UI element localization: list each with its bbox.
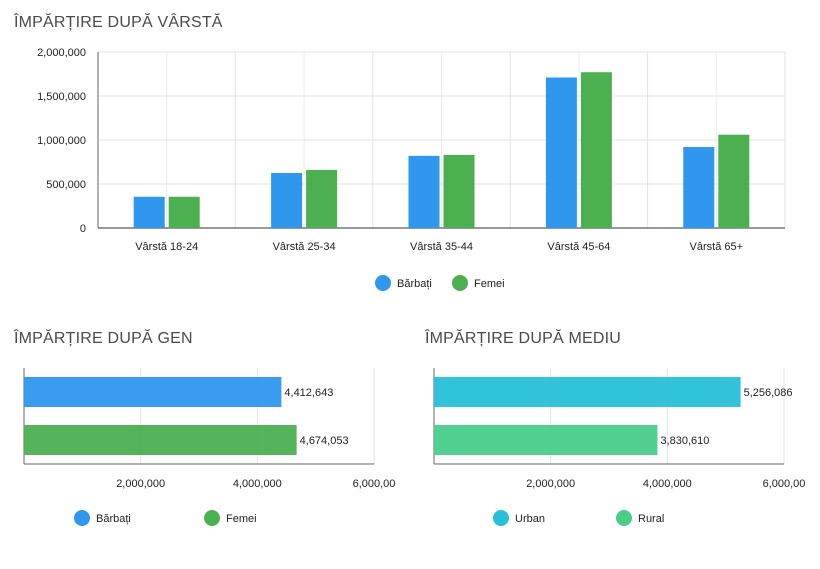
data-label: 4,674,053 [300,435,349,447]
legend-marker-rural[interactable] [616,510,632,526]
legend-label[interactable]: Bărbați [397,278,432,290]
legend-marker-femei[interactable] [452,275,468,291]
y-tick-label: 2,000,000 [37,47,86,59]
bar-femei-varsta-25-34[interactable] [306,169,338,228]
bar-urban[interactable] [434,377,741,407]
legend-label[interactable]: Femei [226,513,257,525]
y-tick-label: 1,000,000 [37,135,86,147]
x-tick-label: Vârstă 45-64 [547,241,610,253]
legend-marker-barbati[interactable] [74,510,90,526]
bar-barbati-varsta-25-34[interactable] [271,173,303,228]
bar-femei[interactable] [24,425,297,455]
gender-chart-title: ÎMPĂRȚIRE DUPĂ GEN [14,330,193,347]
y-tick-label: 1,500,000 [37,91,86,103]
bar-barbati[interactable] [24,377,282,407]
x-tick-label: 4,000,000 [233,478,282,490]
y-tick-label: 0 [80,223,86,235]
bar-barbati-varsta-65[interactable] [683,147,715,228]
x-tick-label: 2,000,000 [526,478,575,490]
data-label: 5,256,086 [744,387,793,399]
bar-rural[interactable] [434,425,658,455]
y-tick-label: 500,000 [46,179,86,191]
x-tick-label: 6,000,00 [763,478,806,490]
x-tick-label: Vârstă 65+ [690,241,744,253]
legend-label[interactable]: Femei [474,278,505,290]
age-chart-title: ÎMPĂRȚIRE DUPĂ VÂRSTĂ [14,14,223,31]
bar-barbati-varsta-45-64[interactable] [545,77,577,229]
x-tick-label: 4,000,000 [643,478,692,490]
legend-marker-urban[interactable] [493,510,509,526]
bar-barbati-varsta-18-24[interactable] [133,196,165,228]
legend-label[interactable]: Rural [638,513,664,525]
bar-femei-varsta-45-64[interactable] [580,72,612,229]
x-tick-label: Vârstă 35-44 [410,241,473,253]
data-label: 3,830,610 [660,435,709,447]
legend-label[interactable]: Urban [515,513,545,525]
legend-label[interactable]: Bărbați [96,513,131,525]
x-tick-label: Vârstă 18-24 [135,241,198,253]
bar-femei-varsta-18-24[interactable] [168,196,200,228]
x-tick-label: Vârstă 25-34 [273,241,336,253]
data-label: 4,412,643 [284,387,333,399]
x-tick-label: 6,000,00 [353,478,396,490]
bar-barbati-varsta-35-44[interactable] [408,155,440,228]
legend-marker-barbati[interactable] [375,275,391,291]
area-chart-title: ÎMPĂRȚIRE DUPĂ MEDIU [425,330,622,347]
bar-femei-varsta-35-44[interactable] [443,154,475,228]
x-tick-label: 2,000,000 [116,478,165,490]
bar-femei-varsta-65[interactable] [718,134,750,228]
legend-marker-femei[interactable] [204,510,220,526]
